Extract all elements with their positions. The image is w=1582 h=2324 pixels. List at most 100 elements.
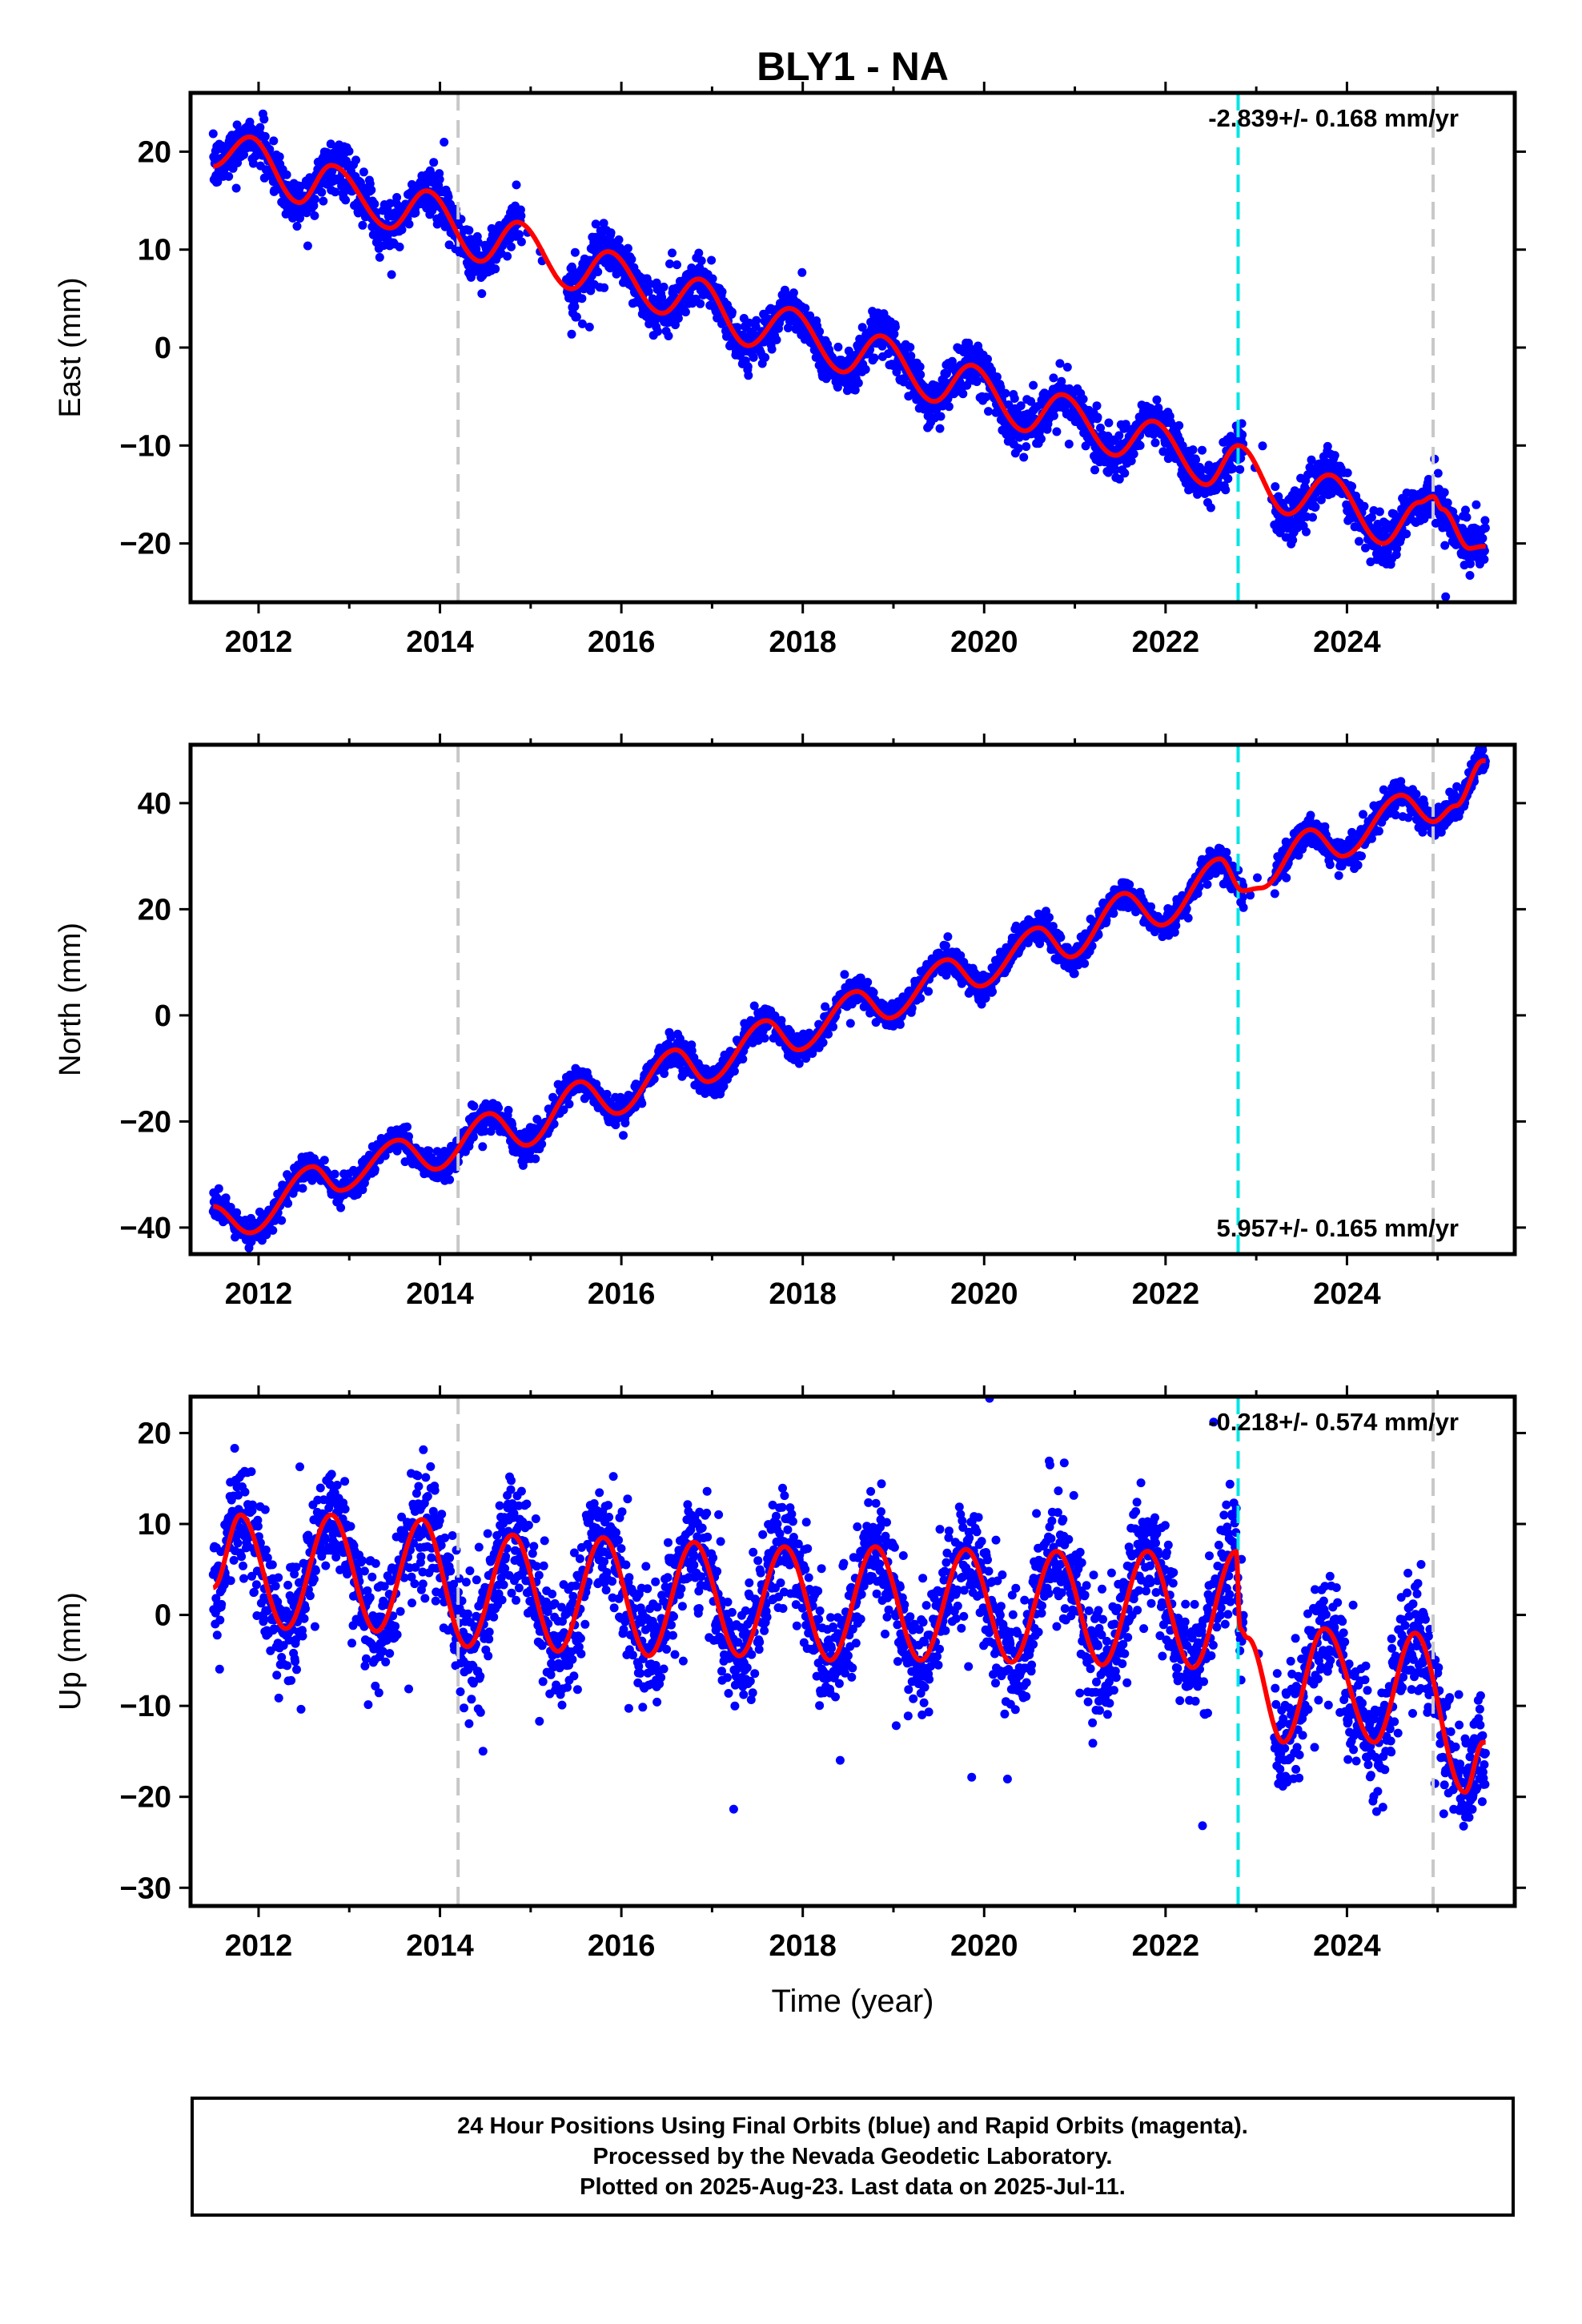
data-point: [694, 248, 704, 258]
data-point: [319, 1156, 329, 1165]
data-point: [397, 225, 407, 235]
data-point: [1439, 488, 1449, 497]
data-point: [1010, 394, 1019, 404]
data-point: [564, 1100, 574, 1109]
panel-east: 2012 2014 2016 2018 2020 2022 2024−20−1001020E…: [54, 82, 1526, 659]
data-point: [745, 318, 754, 328]
data-point: [310, 211, 319, 220]
data-point: [344, 147, 354, 156]
data-point: [996, 383, 1006, 392]
data-point: [503, 251, 512, 261]
data-point: [895, 1019, 905, 1029]
data-point: [1114, 474, 1124, 484]
data-point: [801, 304, 810, 313]
data-point: [370, 199, 379, 209]
data-point: [889, 329, 899, 339]
data-point: [358, 220, 367, 230]
data-point: [824, 1029, 833, 1039]
data-point: [1323, 441, 1332, 451]
data-point: [1052, 427, 1062, 436]
data-point: [833, 342, 843, 352]
data-point: [1150, 438, 1160, 448]
data-point: [259, 115, 269, 124]
data-point: [1029, 380, 1038, 390]
data-point: [982, 392, 991, 402]
data-point: [760, 1033, 769, 1043]
data-point: [659, 282, 669, 292]
data-point: [1433, 468, 1443, 478]
data-point: [531, 1154, 540, 1164]
data-point: [744, 371, 753, 380]
x-tick-label: 2016: [588, 625, 656, 659]
data-point: [359, 167, 368, 177]
data-point: [494, 1104, 504, 1112]
data-point: [1347, 481, 1357, 491]
data-point: [577, 319, 587, 328]
data-point: [1308, 513, 1317, 522]
data-point: [1288, 536, 1298, 545]
data-point: [1228, 464, 1238, 473]
data-point: [1120, 468, 1130, 478]
data-point: [1129, 449, 1138, 459]
data-point: [1472, 500, 1481, 509]
data-point: [637, 1099, 647, 1108]
x-tick-label: 2020: [950, 625, 1018, 659]
data-point: [1049, 373, 1058, 383]
data-point: [444, 240, 454, 250]
data-point: [1037, 434, 1046, 444]
data-point: [224, 171, 234, 181]
y-tick-label: 10: [138, 234, 171, 267]
data-point: [239, 150, 248, 159]
data-point: [336, 1203, 346, 1212]
y-tick-label: 20: [138, 135, 171, 169]
y-tick-label: −20: [120, 528, 171, 561]
data-point: [652, 278, 661, 287]
data-point: [947, 356, 957, 366]
data-point: [797, 267, 807, 277]
data-point: [623, 243, 632, 253]
data-point: [1302, 527, 1311, 537]
data-point: [367, 185, 376, 195]
data-point: [208, 129, 218, 139]
data-point: [869, 987, 878, 997]
data-point: [627, 255, 636, 264]
data-point: [591, 219, 600, 229]
data-point: [477, 289, 487, 299]
data-point: [468, 1132, 478, 1142]
data-point: [404, 219, 414, 229]
data-point: [738, 1055, 748, 1063]
data-point: [861, 364, 870, 374]
data-point: [403, 1122, 412, 1132]
x-tick-label: 2024: [1313, 625, 1381, 659]
data-point: [260, 131, 270, 141]
data-point: [668, 248, 677, 258]
data-point: [1096, 423, 1105, 432]
data-point: [584, 322, 594, 332]
data-point: [473, 238, 483, 247]
data-point: [277, 1216, 287, 1225]
data-point: [749, 352, 758, 362]
data-point: [221, 1193, 231, 1203]
data-point: [1135, 440, 1145, 450]
data-point: [664, 332, 673, 340]
data-point: [593, 267, 603, 276]
data-point: [697, 256, 706, 266]
data-point: [1258, 441, 1267, 451]
y-axis-label: East (mm): [54, 277, 87, 417]
data-point: [1480, 555, 1489, 564]
data-point: [789, 288, 798, 298]
chart-title: BLY1 - NA: [757, 44, 949, 89]
y-tick-label: −10: [120, 429, 171, 463]
data-point: [829, 1022, 837, 1031]
data-point: [326, 139, 335, 149]
data-point: [1093, 412, 1102, 422]
data-point: [1154, 403, 1163, 412]
data-point: [1311, 502, 1320, 512]
data-point: [507, 242, 516, 251]
data-point: [570, 247, 580, 257]
data-point: [916, 994, 926, 1003]
data-point: [614, 235, 624, 244]
x-tick-label: 2022: [1132, 625, 1200, 659]
data-point: [681, 308, 690, 317]
data-point: [1238, 430, 1247, 440]
